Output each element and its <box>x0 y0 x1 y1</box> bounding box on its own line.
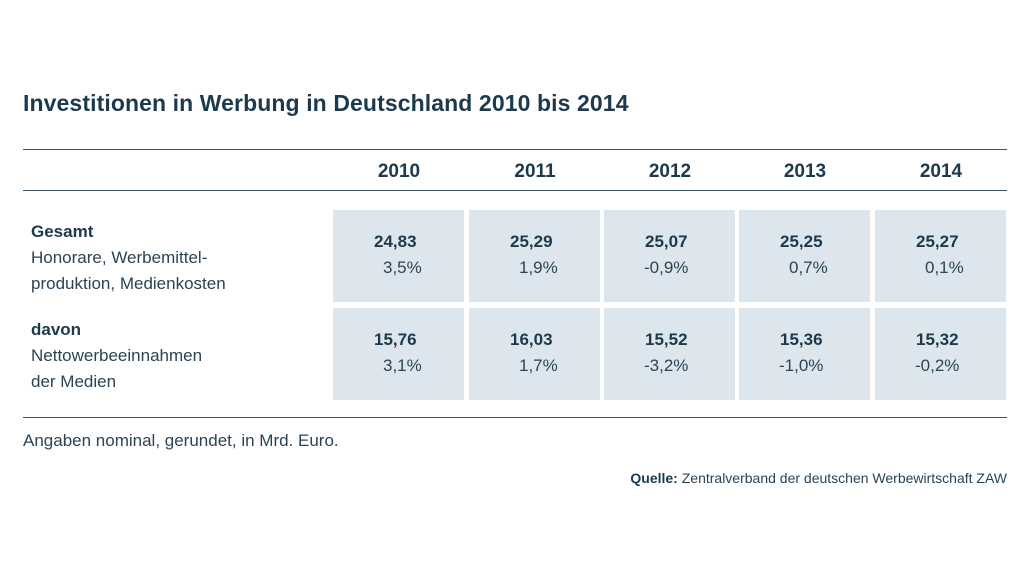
cell-change: 1,7% <box>519 356 558 375</box>
year-header-2014: 2014 <box>919 161 963 182</box>
row-description-line: Honorare, Werbemittel- <box>31 248 208 267</box>
row-description-line: der Medien <box>31 372 117 391</box>
table-cell: 15,76 3,1% <box>333 308 464 400</box>
cell-change: -1,0% <box>779 356 824 375</box>
row-label-davon: davon Nettowerbeeinnahmen der Medien <box>31 317 202 395</box>
table-cell: 15,52 -3,2% <box>604 308 735 400</box>
cell-change: -3,2% <box>644 356 689 375</box>
source-label: Quelle: <box>630 470 678 486</box>
cell-value: 15,52 <box>645 330 688 349</box>
table-cell: 25,25 0,7% <box>739 210 870 302</box>
table-cell: 24,83 3,5% <box>333 210 464 302</box>
cell-value: 24,83 <box>374 232 417 251</box>
row-label-gesamt: Gesamt Honorare, Werbemittel- produktion… <box>31 219 226 297</box>
cell-value: 25,27 <box>916 232 959 251</box>
table-cell: 16,03 1,7% <box>469 308 600 400</box>
year-header-2013: 2013 <box>783 161 827 182</box>
cell-change: 3,1% <box>383 356 422 375</box>
cell-value: 25,25 <box>780 232 823 251</box>
cell-change: 1,9% <box>519 258 558 277</box>
footnote: Angaben nominal, gerundet, in Mrd. Euro. <box>23 431 339 450</box>
cell-value: 15,76 <box>374 330 417 349</box>
cell-value: 25,29 <box>510 232 553 251</box>
cell-value: 16,03 <box>510 330 553 349</box>
year-header-2011: 2011 <box>514 161 556 182</box>
cell-value: 15,32 <box>916 330 959 349</box>
cell-change: 0,7% <box>789 258 828 277</box>
cell-change: -0,2% <box>915 356 960 375</box>
table-cell: 15,36 -1,0% <box>739 308 870 400</box>
page-title: Investitionen in Werbung in Deutschland … <box>23 90 629 116</box>
cell-value: 15,36 <box>780 330 823 349</box>
row-heading: davon <box>31 320 82 339</box>
table-cell: 25,07 -0,9% <box>604 210 735 302</box>
top-rule <box>23 149 1007 150</box>
source-text: Zentralverband der deutschen Werbewirtsc… <box>677 470 1007 486</box>
row-description-line: Nettowerbeeinnahmen <box>31 346 203 365</box>
table-cell: 15,32 -0,2% <box>875 308 1006 400</box>
cell-change: -0,9% <box>644 258 689 277</box>
header-rule <box>23 190 1007 191</box>
source-credit: Quelle: Zentralverband der deutschen Wer… <box>630 470 1007 486</box>
year-header-2010: 2010 <box>377 161 421 182</box>
bottom-rule <box>23 417 1007 418</box>
cell-change: 0,1% <box>925 258 964 277</box>
table-cell: 25,27 0,1% <box>875 210 1006 302</box>
year-header-2012: 2012 <box>648 161 692 182</box>
row-description-line: produktion, Medienkosten <box>31 274 226 293</box>
cell-change: 3,5% <box>383 258 422 277</box>
cell-value: 25,07 <box>645 232 688 251</box>
row-heading: Gesamt <box>31 222 94 241</box>
table-cell: 25,29 1,9% <box>469 210 600 302</box>
